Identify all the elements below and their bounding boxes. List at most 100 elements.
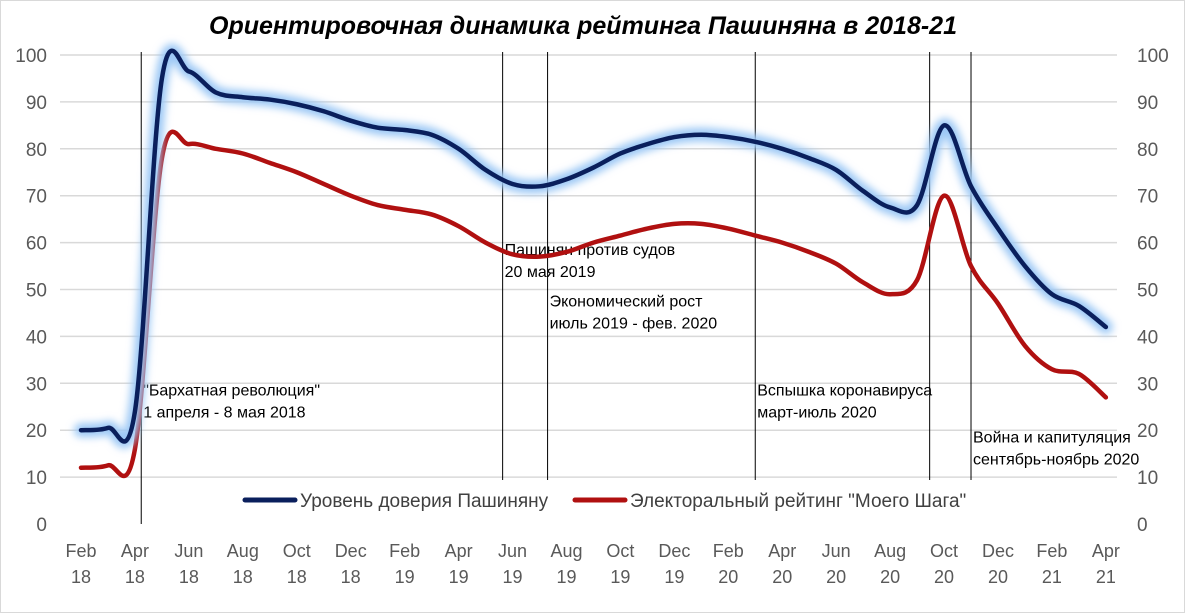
x-tick-month: Jun xyxy=(174,541,203,561)
event-markers: "Бархатная революция" 1 апреля - 8 мая 20… xyxy=(140,52,1139,524)
y-tick-label: 40 xyxy=(26,327,47,348)
x-tick-label: Jun 20 xyxy=(822,541,851,587)
legend-label: Уровень доверия Пашиняну xyxy=(300,491,549,512)
y-tick-label: 50 xyxy=(26,281,47,302)
x-tick-label: Feb 21 xyxy=(1036,541,1067,587)
event-label: Вспышка коронавируса март-июль 2020 xyxy=(757,383,932,422)
y-tick-label: 0 xyxy=(36,515,47,536)
x-tick-label: Feb 18 xyxy=(65,541,96,587)
x-tick-month: Aug xyxy=(227,541,259,561)
event-label: Война и капитуляция сентябрь-ноябрь 2020 xyxy=(973,430,1139,469)
y-tick-label-right: 0 xyxy=(1137,515,1148,536)
x-tick-month: Jun xyxy=(498,541,527,561)
legend-label: Электоральный рейтинг "Моего Шага" xyxy=(630,491,966,512)
x-tick-year: 20 xyxy=(988,567,1008,587)
y-tick-label: 100 xyxy=(15,46,47,67)
y-axis-right: 0 10 20 30 40 50 60 70 80 90 100 xyxy=(1137,46,1169,536)
x-tick-year: 20 xyxy=(880,567,900,587)
x-axis: Feb 18 Apr 18 Jun 18 Aug 18 Oct 18 Dec 18 Feb 19 Apr 19… xyxy=(65,541,1119,587)
chart-title: Ориентировочная динамика рейтинга Пашиня… xyxy=(209,12,957,40)
x-tick-year: 19 xyxy=(610,567,630,587)
y-tick-label-right: 100 xyxy=(1137,46,1169,67)
legend: Уровень доверия Пашиняну Электоральный ре… xyxy=(242,491,966,512)
event-label-line: Экономический рост xyxy=(550,294,704,311)
x-tick-month: Dec xyxy=(335,541,367,561)
x-tick-month: Feb xyxy=(389,541,420,561)
y-tick-label-right: 70 xyxy=(1137,187,1158,208)
x-tick-year: 21 xyxy=(1096,567,1116,587)
x-tick-year: 18 xyxy=(179,567,199,587)
x-tick-month: Apr xyxy=(121,541,149,561)
event-label: "Бархатная революция" 1 апреля - 8 мая 20… xyxy=(143,383,320,422)
x-tick-label: Feb 20 xyxy=(713,541,744,587)
event-label-line: Вспышка коронавируса xyxy=(757,383,932,400)
y-tick-label: 90 xyxy=(26,93,47,114)
x-tick-label: Dec 20 xyxy=(982,541,1014,587)
y-tick-label-right: 10 xyxy=(1137,468,1158,489)
y-tick-label: 80 xyxy=(26,140,47,161)
x-tick-year: 18 xyxy=(287,567,307,587)
x-tick-label: Aug 19 xyxy=(550,541,582,587)
x-tick-month: Apr xyxy=(445,541,473,561)
event-label-line: "Бархатная революция" xyxy=(143,383,320,400)
x-tick-label: Aug 18 xyxy=(227,541,259,587)
x-tick-label: Jun 19 xyxy=(498,541,527,587)
x-tick-month: Feb xyxy=(65,541,96,561)
x-tick-label: Apr 20 xyxy=(768,541,796,587)
x-tick-label: Oct 20 xyxy=(930,541,958,587)
x-tick-month: Feb xyxy=(713,541,744,561)
y-tick-label-right: 90 xyxy=(1137,93,1158,114)
event-label-line: Война и капитуляция xyxy=(973,430,1131,447)
x-tick-month: Oct xyxy=(930,541,958,561)
x-tick-year: 19 xyxy=(449,567,469,587)
x-tick-year: 20 xyxy=(934,567,954,587)
y-tick-label-right: 40 xyxy=(1137,327,1158,348)
x-tick-label: Oct 19 xyxy=(606,541,634,587)
x-tick-year: 18 xyxy=(71,567,91,587)
x-tick-year: 20 xyxy=(772,567,792,587)
y-tick-label-right: 20 xyxy=(1137,421,1158,442)
x-tick-month: Aug xyxy=(874,541,906,561)
x-tick-year: 19 xyxy=(503,567,523,587)
x-tick-year: 20 xyxy=(718,567,738,587)
x-tick-label: Feb 19 xyxy=(389,541,420,587)
x-tick-label: Apr 19 xyxy=(445,541,473,587)
x-tick-month: Jun xyxy=(822,541,851,561)
x-tick-year: 18 xyxy=(341,567,361,587)
y-tick-label-right: 50 xyxy=(1137,281,1158,302)
x-tick-month: Apr xyxy=(1092,541,1120,561)
y-tick-label-right: 80 xyxy=(1137,140,1158,161)
x-tick-label: Jun 18 xyxy=(174,541,203,587)
y-tick-label: 70 xyxy=(26,187,47,208)
x-tick-month: Oct xyxy=(283,541,311,561)
x-tick-month: Feb xyxy=(1036,541,1067,561)
x-tick-month: Dec xyxy=(658,541,690,561)
y-axis-left: 0 10 20 30 40 50 60 70 80 90 100 xyxy=(15,46,47,536)
event-label: Экономический рост июль 2019 - фев. 2020 xyxy=(550,294,718,333)
x-tick-year: 19 xyxy=(395,567,415,587)
y-tick-label: 60 xyxy=(26,234,47,255)
y-tick-label: 30 xyxy=(26,374,47,395)
event-label-line: июль 2019 - фев. 2020 xyxy=(550,316,718,333)
event-label-line: март-июль 2020 xyxy=(757,405,877,422)
event-label: Пашинян против судов 20 мая 2019 xyxy=(505,242,675,281)
event-label-line: 1 апреля - 8 мая 2018 xyxy=(143,405,305,422)
x-tick-month: Aug xyxy=(550,541,582,561)
x-tick-month: Oct xyxy=(606,541,634,561)
series-line xyxy=(78,129,1109,479)
event-label-line: сентябрь-ноябрь 2020 xyxy=(973,452,1139,469)
x-tick-month: Apr xyxy=(768,541,796,561)
x-tick-month: Dec xyxy=(982,541,1014,561)
x-tick-year: 18 xyxy=(233,567,253,587)
x-tick-label: Apr 18 xyxy=(121,541,149,587)
series-lines xyxy=(74,43,1113,479)
x-tick-year: 20 xyxy=(826,567,846,587)
x-tick-year: 19 xyxy=(556,567,576,587)
x-tick-label: Dec 18 xyxy=(335,541,367,587)
x-tick-year: 18 xyxy=(125,567,145,587)
x-tick-year: 21 xyxy=(1042,567,1062,587)
y-tick-label: 20 xyxy=(26,421,47,442)
event-label-line: 20 мая 2019 xyxy=(505,264,596,281)
x-tick-label: Oct 18 xyxy=(283,541,311,587)
series-line xyxy=(78,48,1109,444)
